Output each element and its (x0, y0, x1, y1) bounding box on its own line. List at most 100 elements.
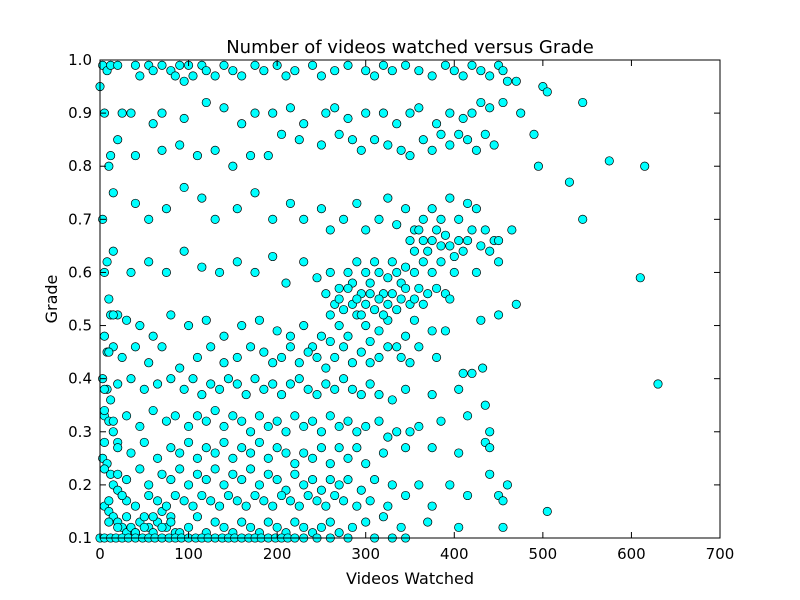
data-point (192, 453, 202, 463)
data-point (356, 347, 366, 357)
data-point (356, 390, 366, 400)
data-point (250, 267, 260, 277)
data-point (285, 103, 295, 113)
data-point (471, 145, 481, 155)
data-point (263, 453, 273, 463)
data-point (188, 71, 198, 81)
data-point (148, 405, 158, 416)
data-point (104, 294, 114, 304)
data-point (476, 315, 486, 325)
data-point (365, 379, 375, 389)
data-point (268, 108, 278, 118)
data-point (290, 469, 300, 479)
y-axis-label: Grade (42, 275, 61, 324)
data-point (334, 283, 344, 293)
data-point (108, 246, 118, 256)
data-point (365, 289, 375, 299)
data-point (117, 352, 127, 362)
data-point (370, 71, 380, 81)
data-point (325, 225, 335, 235)
data-point (175, 363, 185, 373)
data-point (135, 71, 145, 81)
data-point (445, 241, 455, 251)
data-point (485, 443, 495, 453)
data-point (139, 437, 149, 447)
data-point (148, 66, 158, 76)
data-point (316, 204, 326, 214)
data-point (374, 352, 384, 362)
data-point (281, 448, 291, 458)
data-point (228, 161, 238, 171)
data-point (290, 459, 300, 469)
data-point (108, 416, 118, 426)
data-point (458, 71, 468, 81)
data-point (356, 485, 366, 495)
data-point (108, 427, 118, 437)
data-point (135, 421, 145, 432)
data-point (418, 135, 428, 145)
data-point (352, 443, 362, 453)
data-point (117, 108, 127, 118)
data-point (184, 437, 194, 447)
data-point (268, 501, 278, 511)
data-point (383, 342, 393, 352)
data-point (175, 60, 185, 70)
data-point (99, 331, 109, 341)
data-point (106, 151, 116, 161)
data-point (370, 475, 380, 485)
data-point (179, 246, 189, 256)
data-point (489, 140, 499, 150)
data-point (285, 342, 295, 352)
data-point (418, 257, 428, 267)
data-point (201, 416, 211, 426)
data-point (254, 437, 264, 447)
data-point (449, 66, 459, 76)
data-point (263, 517, 273, 527)
data-point (153, 496, 163, 506)
data-point (418, 236, 428, 246)
data-point (161, 204, 171, 214)
data-point (511, 299, 521, 309)
data-point (192, 411, 202, 421)
data-point (268, 358, 278, 368)
data-point (126, 374, 136, 384)
data-point (210, 448, 220, 458)
data-point (215, 501, 225, 511)
data-point (409, 294, 419, 304)
data-point (361, 299, 371, 309)
data-point (361, 517, 371, 527)
data-point (370, 305, 380, 315)
data-point (201, 475, 211, 485)
data-point (529, 129, 539, 139)
y-tick-label: 0.9 (68, 104, 92, 122)
data-point (485, 427, 495, 437)
x-tick-label: 600 (617, 545, 646, 563)
data-point (130, 60, 140, 70)
data-point (122, 475, 132, 485)
data-point (272, 522, 282, 532)
data-point (365, 278, 375, 288)
data-point (263, 421, 273, 432)
data-point (409, 315, 419, 325)
data-point (396, 522, 406, 532)
data-point (113, 135, 123, 145)
data-point (498, 97, 508, 108)
data-point (321, 108, 331, 118)
data-point (635, 273, 645, 283)
data-point (480, 400, 490, 410)
data-point (396, 352, 406, 362)
y-tick-label: 0.8 (68, 157, 92, 175)
data-point (232, 352, 242, 362)
data-point (166, 517, 176, 527)
data-point (405, 236, 415, 246)
data-point (299, 119, 309, 129)
data-point (414, 283, 424, 293)
data-point (215, 384, 225, 394)
data-point (392, 220, 402, 230)
data-point (325, 517, 335, 527)
data-point (144, 490, 154, 501)
data-point (343, 60, 353, 70)
data-point (445, 140, 455, 150)
data-point (170, 490, 180, 501)
data-point (325, 267, 335, 277)
